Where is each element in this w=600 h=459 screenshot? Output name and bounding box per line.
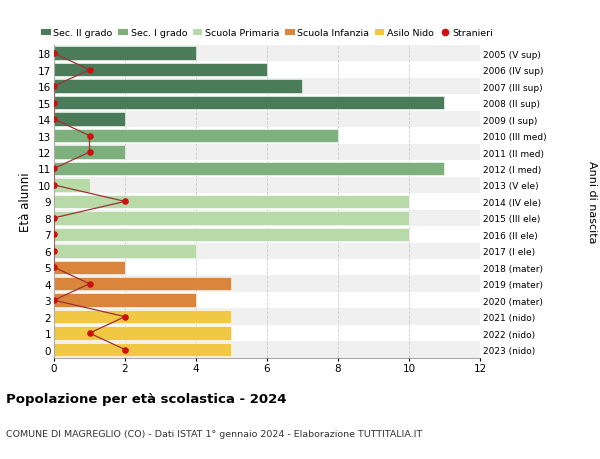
Bar <box>54 62 480 79</box>
Bar <box>54 245 196 258</box>
Y-axis label: Età alunni: Età alunni <box>19 172 32 232</box>
Point <box>120 346 130 353</box>
Bar <box>54 341 480 358</box>
Text: COMUNE DI MAGREGLIO (CO) - Dati ISTAT 1° gennaio 2024 - Elaborazione TUTTITALIA.: COMUNE DI MAGREGLIO (CO) - Dati ISTAT 1°… <box>6 429 422 438</box>
Bar <box>54 161 480 177</box>
Bar <box>54 80 302 94</box>
Bar <box>54 128 480 145</box>
Point <box>120 198 130 206</box>
Bar <box>54 310 232 324</box>
Point <box>120 313 130 321</box>
Bar <box>54 259 480 276</box>
Text: Popolazione per età scolastica - 2024: Popolazione per età scolastica - 2024 <box>6 392 287 405</box>
Bar <box>54 325 480 341</box>
Point <box>49 83 59 90</box>
Point <box>49 165 59 173</box>
Bar <box>54 227 480 243</box>
Bar <box>54 292 480 309</box>
Bar <box>54 145 480 161</box>
Bar <box>54 179 89 192</box>
Point <box>49 215 59 222</box>
Point <box>85 280 94 288</box>
Bar <box>54 327 232 340</box>
Legend: Sec. II grado, Sec. I grado, Scuola Primaria, Scuola Infanzia, Asilo Nido, Stran: Sec. II grado, Sec. I grado, Scuola Prim… <box>41 29 493 38</box>
Bar <box>54 146 125 159</box>
Bar <box>54 294 196 307</box>
Point <box>49 264 59 271</box>
Point <box>85 67 94 74</box>
Bar <box>54 177 480 194</box>
Point <box>49 100 59 107</box>
Point <box>85 149 94 157</box>
Bar <box>54 46 480 62</box>
Bar <box>54 261 125 274</box>
Point <box>49 50 59 58</box>
Bar <box>54 343 232 357</box>
Bar <box>54 47 196 61</box>
Point <box>49 116 59 123</box>
Bar <box>54 194 480 210</box>
Bar <box>54 277 232 291</box>
Bar <box>54 79 480 95</box>
Bar <box>54 95 480 112</box>
Bar <box>54 97 445 110</box>
Bar <box>54 64 267 77</box>
Bar <box>54 129 338 143</box>
Bar <box>54 243 480 259</box>
Bar <box>54 212 409 225</box>
Bar <box>54 113 125 127</box>
Bar <box>54 195 409 209</box>
Bar <box>54 228 409 241</box>
Bar <box>54 276 480 292</box>
Point <box>49 297 59 304</box>
Point <box>85 133 94 140</box>
Point <box>85 330 94 337</box>
Point <box>49 231 59 239</box>
Bar <box>54 162 445 176</box>
Bar <box>54 210 480 227</box>
Bar <box>54 112 480 128</box>
Point <box>49 182 59 189</box>
Bar <box>54 309 480 325</box>
Text: Anni di nascita: Anni di nascita <box>587 161 597 243</box>
Point <box>49 247 59 255</box>
